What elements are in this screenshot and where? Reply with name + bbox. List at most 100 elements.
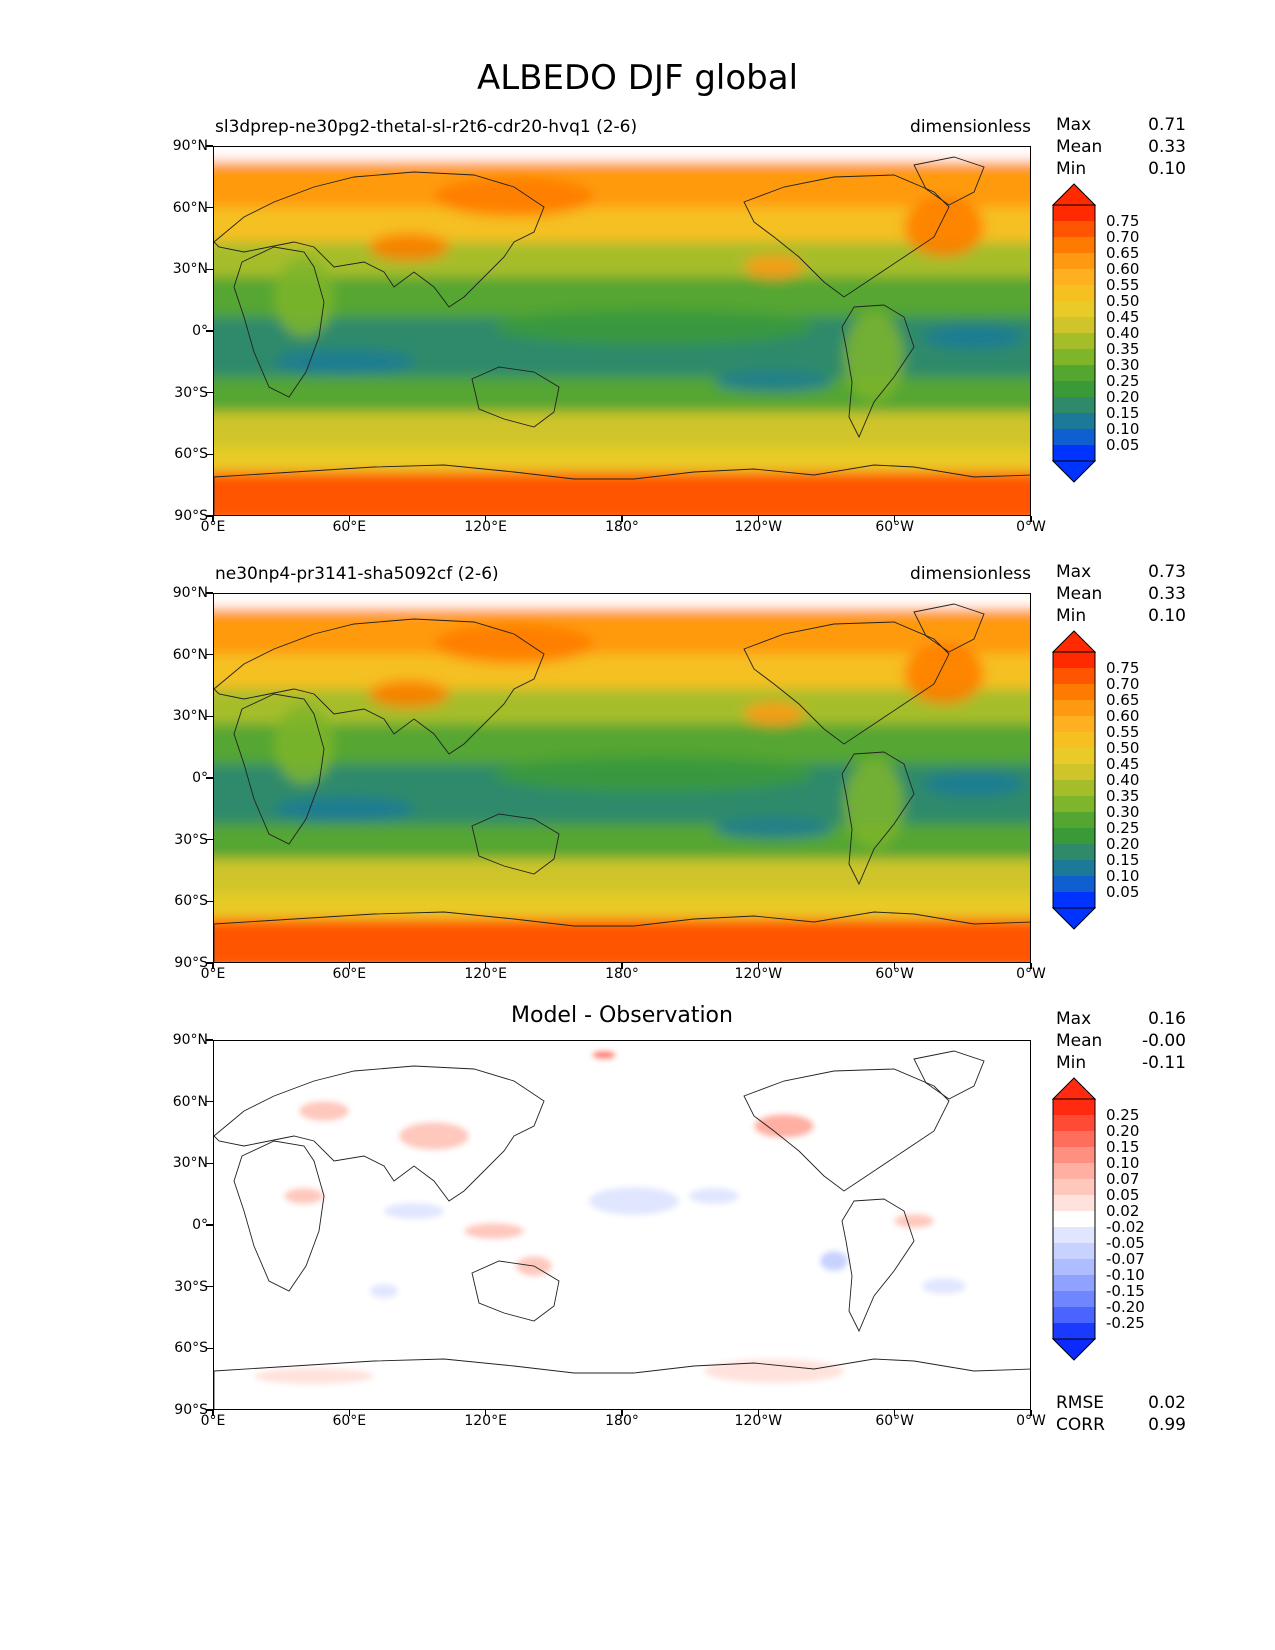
colorbar-segment [1053, 748, 1095, 764]
y-tick-mark [206, 391, 213, 394]
y-tick-mark [206, 1224, 213, 1226]
x-tick-label: 60°W [875, 1413, 914, 1429]
stat-row-min: Min 0.10 [1056, 159, 1186, 181]
colorbar-tick-label: 0.70 [1106, 228, 1140, 246]
colorbar-tick-label: 0.70 [1106, 675, 1140, 693]
colorbar-segment [1053, 445, 1095, 461]
stat-name: Max [1056, 115, 1092, 135]
x-tick-label: 120°E [464, 966, 507, 982]
y-tick-label: 0° [192, 323, 208, 339]
albedo-field [214, 1041, 1030, 1409]
colorbar-segment [1053, 253, 1095, 269]
colorbar-segment [1053, 892, 1095, 908]
x-tick-label: 0°E [200, 1413, 226, 1429]
x-tick-label: 60°E [332, 519, 367, 535]
colorbar-segment [1053, 1323, 1095, 1339]
x-tick-mark [484, 516, 487, 522]
x-tick-mark [621, 516, 623, 522]
colorbar-tick-label: 0.50 [1106, 739, 1140, 757]
x-tick-mark [893, 963, 896, 969]
metric-value: 0.02 [1148, 1393, 1186, 1413]
colorbar-segment [1053, 1227, 1095, 1243]
map-plot-area [213, 146, 1031, 516]
colorbar-segment [1053, 1195, 1095, 1211]
x-tick-label: 0°E [200, 966, 226, 982]
x-tick-mark [348, 1410, 351, 1416]
colorbar-tick-label: 0.05 [1106, 1186, 1140, 1204]
colorbar-tick-label: 0.25 [1106, 819, 1140, 837]
colorbar-segment [1053, 764, 1095, 780]
y-tick-mark [206, 1100, 213, 1103]
colorbar-tick-label: 0.45 [1106, 755, 1140, 773]
colorbar-segment [1053, 429, 1095, 445]
albedo-field [214, 147, 1030, 515]
y-tick-mark [206, 1285, 213, 1288]
x-tick-label: 0°E [200, 519, 226, 535]
x-tick-mark [212, 516, 214, 522]
colorbar-segment [1053, 221, 1095, 237]
stat-row-mean: Mean 0.33 [1056, 584, 1186, 606]
coastlines [214, 156, 1030, 515]
figure-title: ALBEDO DJF global [476, 58, 799, 98]
colorbar-tick-label: 0.55 [1106, 723, 1140, 741]
y-tick-label: 60°S [174, 446, 208, 463]
x-tick-label: 180° [605, 519, 639, 535]
colorbar-segment [1053, 285, 1095, 301]
x-tick-label: 180° [605, 966, 639, 982]
y-tick-mark [206, 715, 213, 718]
colorbar-segment [1053, 700, 1095, 716]
colorbar-segment [1053, 1291, 1095, 1307]
y-tick-mark [206, 592, 213, 594]
colorbar-segment [1053, 844, 1095, 860]
colorbar-svg [1051, 183, 1097, 483]
y-tick-label: 90°S [174, 508, 208, 524]
x-tick-label: 120°W [734, 519, 783, 535]
stat-name: Min [1056, 606, 1087, 626]
colorbar-segment [1053, 796, 1095, 812]
colorbar-segment [1053, 732, 1095, 748]
colorbar-tick-label: -0.10 [1106, 1266, 1145, 1284]
panel-units-label: dimensionless [910, 117, 1031, 137]
stat-value: 0.10 [1148, 606, 1186, 626]
colorbar-segment [1053, 365, 1095, 381]
stats-block: Max 0.16 Mean -0.00 Min -0.11 [1056, 1009, 1186, 1075]
y-tick-label: 30°N [172, 708, 208, 725]
map-plot-area [213, 1040, 1031, 1410]
colorbar-top-extend [1051, 630, 1097, 653]
colorbar-segment [1053, 237, 1095, 253]
colorbar-tick-label: -0.07 [1106, 1250, 1145, 1268]
colorbar-segment [1053, 301, 1095, 317]
y-tick-label: 90°N [172, 1032, 208, 1048]
stat-row-max: Max 0.73 [1056, 562, 1186, 584]
y-tick-mark [206, 330, 213, 332]
colorbar-top-extend [1051, 183, 1097, 206]
metric-row-rmse: RMSE 0.02 [1056, 1393, 1186, 1415]
colorbar-bottom-extend [1051, 1338, 1097, 1361]
x-tick-label: 120°W [734, 1413, 783, 1429]
colorbar-svg [1051, 1077, 1097, 1361]
colorbar-tick-label: -0.15 [1106, 1282, 1145, 1300]
metric-value: 0.99 [1148, 1415, 1186, 1435]
x-tick-mark [348, 963, 351, 969]
stat-row-min: Min 0.10 [1056, 606, 1186, 628]
x-tick-label: 60°W [875, 519, 914, 535]
y-tick-label: 30°S [174, 831, 208, 848]
y-tick-mark [206, 1039, 213, 1041]
colorbar-tick-label: 0.20 [1106, 835, 1140, 853]
colorbar-tick-label: 0.60 [1106, 260, 1140, 278]
colorbar-segment [1053, 1131, 1095, 1147]
y-tick-mark [206, 268, 213, 271]
x-tick-mark [757, 516, 760, 522]
stat-name: Min [1056, 1053, 1087, 1073]
colorbar-tick-label: 0.40 [1106, 771, 1140, 789]
y-tick-mark [206, 145, 213, 147]
x-tick-label: 60°E [332, 1413, 367, 1429]
colorbar-segment [1053, 1259, 1095, 1275]
colorbar-tick-label: 0.30 [1106, 356, 1140, 374]
stat-name: Max [1056, 1009, 1092, 1029]
y-tick-label: 60°N [172, 646, 208, 663]
y-tick-label: 0° [192, 1217, 208, 1233]
x-tick-mark [1030, 516, 1032, 522]
y-tick-label: 90°N [172, 585, 208, 601]
x-tick-label: 120°W [734, 966, 783, 982]
